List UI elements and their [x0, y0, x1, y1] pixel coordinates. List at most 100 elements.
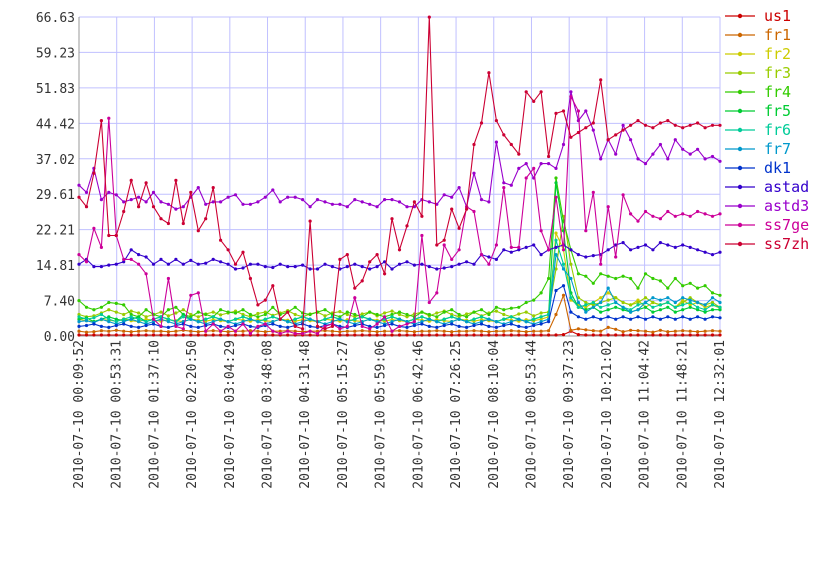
data-point: [524, 320, 528, 324]
data-point: [151, 322, 156, 326]
data-point: [591, 303, 595, 307]
data-point: [502, 329, 506, 333]
data-point: [368, 202, 372, 206]
data-point: [554, 312, 558, 317]
data-point: [673, 333, 677, 337]
data-point: [718, 212, 722, 216]
data-point: [681, 315, 685, 319]
data-point: [576, 272, 581, 276]
data-point: [703, 126, 707, 130]
data-point: [129, 309, 133, 313]
data-point: [166, 202, 170, 206]
data-point: [129, 257, 133, 261]
data-point: [696, 308, 700, 312]
legend-label: fr3: [764, 64, 791, 82]
data-point: [606, 248, 610, 252]
legend-label: ss7zh: [764, 235, 809, 253]
data-point: [696, 330, 700, 334]
legend-marker: [737, 51, 743, 57]
data-point: [129, 333, 133, 337]
data-point: [502, 133, 506, 137]
data-point: [181, 315, 185, 319]
series-line-ss7ge: [78, 94, 721, 335]
data-point: [681, 296, 685, 300]
data-point: [450, 308, 454, 312]
data-point: [584, 317, 588, 321]
data-point: [614, 255, 618, 259]
data-point: [636, 298, 640, 302]
data-point: [435, 291, 439, 295]
data-point: [241, 333, 245, 337]
data-point: [614, 276, 618, 281]
y-tick-label: 14.81: [36, 259, 75, 274]
data-point: [211, 186, 215, 190]
data-point: [189, 315, 193, 319]
data-point: [636, 329, 640, 333]
data-point: [636, 333, 640, 337]
data-point: [286, 320, 290, 324]
data-point: [405, 322, 409, 326]
data-point: [517, 248, 521, 252]
data-point: [99, 198, 103, 202]
data-point: [599, 317, 603, 321]
data-point: [84, 323, 89, 328]
data-point: [196, 229, 200, 233]
legend-marker: [737, 13, 743, 19]
data-point: [293, 195, 297, 199]
data-point: [308, 324, 312, 328]
data-point: [718, 250, 722, 254]
data-point: [271, 284, 275, 288]
y-tick-label: 0.00: [44, 330, 75, 345]
data-point: [77, 312, 81, 317]
data-point: [256, 303, 260, 307]
data-point: [405, 329, 409, 333]
data-point: [457, 317, 461, 321]
data-point: [643, 123, 648, 127]
y-tick-label: 37.02: [36, 153, 75, 168]
data-point: [710, 123, 715, 127]
data-point: [315, 329, 320, 333]
data-point: [629, 248, 633, 252]
data-point: [353, 317, 357, 321]
data-point: [532, 333, 536, 337]
x-tick-label: 2010-07-10 05:15:27: [336, 340, 351, 489]
data-point: [204, 217, 208, 221]
data-point: [509, 333, 513, 337]
data-point: [442, 333, 446, 337]
data-point: [643, 305, 648, 309]
data-point: [569, 296, 573, 300]
data-point: [405, 333, 409, 337]
data-point: [479, 315, 484, 319]
data-point: [643, 329, 648, 333]
legend-item-fr2: fr2: [725, 45, 791, 63]
legend-marker: [737, 146, 743, 152]
data-point: [323, 327, 327, 331]
data-point: [241, 250, 245, 254]
x-tick-label: 2010-07-10 00:53:31: [110, 340, 125, 489]
data-point: [92, 330, 96, 334]
data-point: [420, 262, 424, 266]
data-point: [629, 276, 633, 281]
data-point: [532, 298, 536, 302]
data-point: [643, 272, 648, 276]
data-point: [494, 305, 498, 309]
data-point: [107, 329, 111, 333]
data-point: [710, 296, 715, 300]
data-point: [263, 330, 267, 334]
data-point: [196, 310, 200, 314]
data-point: [368, 327, 372, 331]
data-point: [517, 152, 521, 156]
data-point: [84, 330, 89, 334]
data-point: [479, 329, 484, 333]
data-point: [278, 262, 282, 266]
data-point: [718, 123, 722, 127]
data-point: [696, 121, 700, 125]
data-point: [450, 320, 454, 324]
data-point: [651, 214, 655, 218]
data-point: [651, 315, 655, 319]
data-point: [84, 190, 89, 194]
data-point: [658, 333, 663, 337]
data-point: [308, 329, 312, 333]
data-point: [681, 126, 685, 130]
data-point: [189, 333, 193, 337]
